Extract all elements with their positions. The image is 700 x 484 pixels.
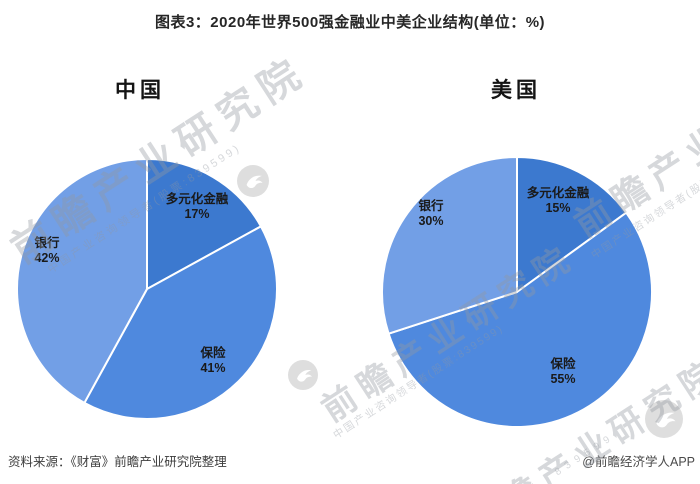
pie-usa-label-banking: 银行 30% <box>418 198 444 228</box>
pie-china: 多元化金融 17% 保险 41% 银行 42% <box>15 158 279 421</box>
credit-note: @前瞻经济学人APP <box>582 455 695 469</box>
pie-china-label-diversified-finance: 多元化金融 17% <box>166 191 229 221</box>
pie-usa-slice-diversified-finance <box>516 156 628 293</box>
pie-title-china: 中国 <box>115 78 165 102</box>
pie-china-slice-insurance <box>83 225 279 421</box>
pie-usa-slice-insurance <box>387 211 653 428</box>
pie-usa: 多元化金融 15% 保险 55% 银行 30% <box>381 156 653 428</box>
chart-title: 图表3：2020年世界500强金融业中美企业结构(单位：%) <box>154 14 546 31</box>
pie-title-usa: 美国 <box>491 78 541 102</box>
pie-china-label-banking: 银行 42% <box>34 235 60 265</box>
pie-usa-label-diversified-finance: 多元化金融 15% <box>527 185 590 215</box>
pie-usa-label-insurance: 保险 55% <box>549 356 576 386</box>
pie-china-slice-banking <box>15 158 148 404</box>
source-note: 资料来源：《财富》前瞻产业研究院整理 <box>8 455 227 469</box>
pie-china-slice-diversified-finance <box>146 158 262 290</box>
pie-usa-slice-banking <box>381 156 518 335</box>
pie-china-label-insurance: 保险 41% <box>199 345 226 375</box>
